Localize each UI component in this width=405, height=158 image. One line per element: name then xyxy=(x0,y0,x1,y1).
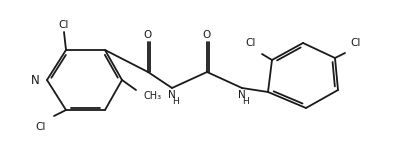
Text: Cl: Cl xyxy=(36,122,46,132)
Text: N: N xyxy=(168,90,175,100)
Text: O: O xyxy=(202,30,211,40)
Text: Cl: Cl xyxy=(350,38,360,48)
Text: Cl: Cl xyxy=(245,38,256,48)
Text: CH₃: CH₃ xyxy=(144,91,162,101)
Text: N: N xyxy=(31,73,40,86)
Text: H: H xyxy=(172,97,179,106)
Text: Cl: Cl xyxy=(59,20,69,30)
Text: H: H xyxy=(242,97,249,106)
Text: N: N xyxy=(238,90,245,100)
Text: O: O xyxy=(143,30,152,40)
